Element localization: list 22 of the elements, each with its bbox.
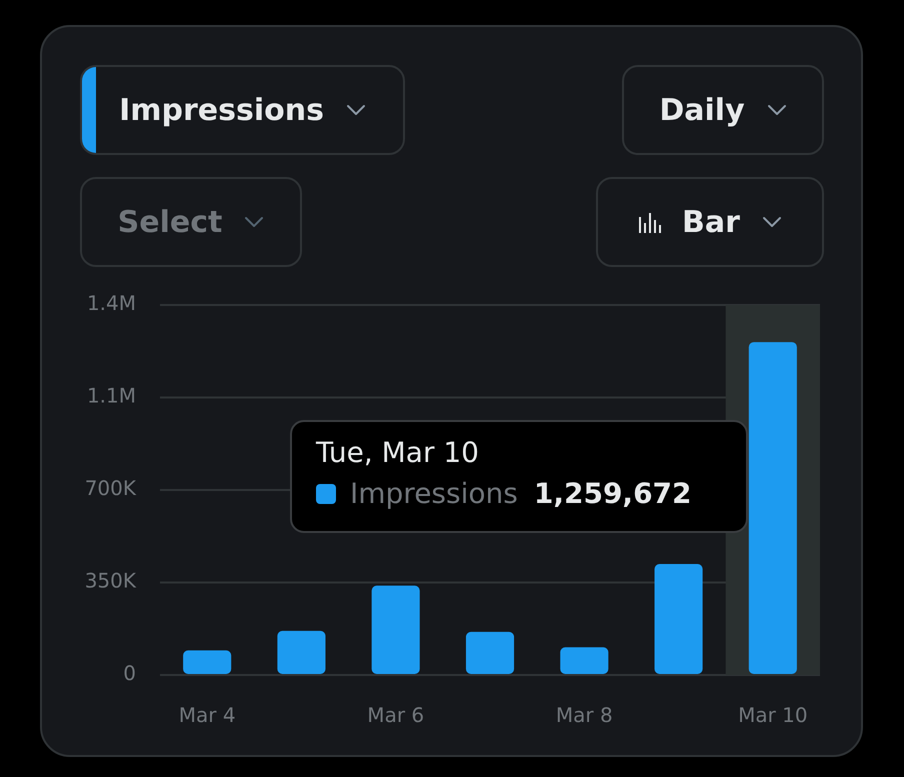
x-tick-label: Mar 6 [367, 703, 424, 728]
bar [654, 564, 703, 674]
bar [277, 630, 326, 674]
y-tick-label: 700K [84, 476, 137, 500]
y-tick-label: 1.4M [86, 291, 136, 316]
text: Select [118, 204, 222, 240]
x-tick-label: Mar 4 [178, 703, 236, 728]
bar [372, 586, 420, 674]
bar [183, 650, 232, 674]
bar [560, 647, 608, 674]
text: Daily [659, 92, 745, 128]
annotation: Tue, Mar 10 [316, 436, 480, 469]
y-tick-label: 1.1M [86, 384, 136, 408]
bar [466, 632, 514, 674]
x-tick-label: Mar 8 [556, 703, 613, 728]
text: Bar [682, 204, 740, 240]
legend-label: Impressions [350, 477, 518, 510]
y-tick-label: 0 [123, 661, 136, 686]
text: Impressions [119, 92, 324, 128]
x-tick-label: Mar 10 [738, 703, 808, 728]
annotation: 1,259,672 [534, 477, 692, 510]
y-tick-label: 350K [84, 568, 137, 593]
